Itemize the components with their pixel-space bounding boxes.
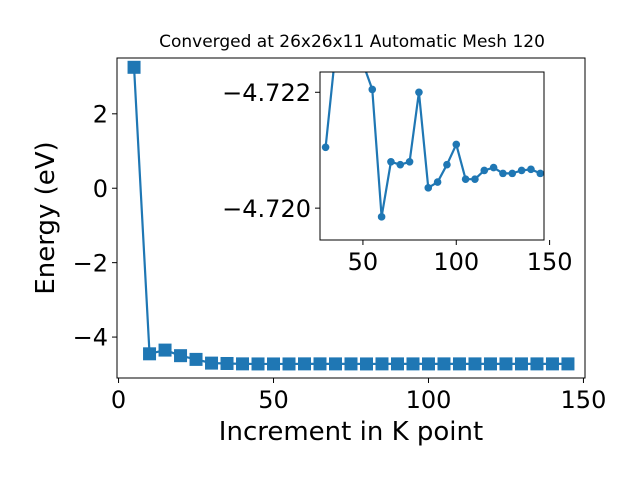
y-tick-label: 2 (93, 100, 108, 128)
y-axis-label: Energy (eV) (31, 141, 61, 294)
x-axis-label: Increment in K point (219, 417, 483, 447)
y-tick-label: −4.722 (222, 79, 311, 107)
x-tick-label: 0 (111, 386, 126, 414)
data-point (433, 178, 442, 186)
main-plot-frame (116, 57, 586, 379)
data-point (443, 160, 451, 169)
data-point (375, 357, 389, 371)
data-point (415, 88, 423, 97)
data-point (189, 352, 203, 366)
inset-background (320, 72, 544, 240)
main-plot: 0 50 100 150 −4 −2 0 2 (73, 57, 606, 414)
main-y-ticks: −4 −2 0 2 (73, 100, 117, 352)
data-point (321, 143, 330, 152)
x-tick-label: 50 (348, 248, 379, 276)
data-point (174, 349, 188, 363)
data-point (282, 357, 296, 371)
data-point (298, 357, 312, 371)
data-point (452, 357, 466, 371)
data-point (424, 184, 433, 192)
y-tick-label: −2 (73, 249, 108, 277)
data-point (561, 357, 575, 371)
inset-plot-frame (319, 71, 545, 241)
data-point (267, 357, 281, 371)
inset-plot: 50 100 150 −4.722 −4.720 (222, 71, 573, 276)
data-point (508, 169, 517, 178)
data-point (545, 357, 559, 371)
data-point (329, 357, 343, 371)
data-point (236, 357, 250, 371)
y-tick-label: −4 (73, 324, 108, 352)
data-point (452, 140, 461, 149)
data-point (220, 356, 234, 370)
y-tick-label: −4.720 (222, 195, 311, 223)
data-point (387, 157, 395, 166)
data-point (437, 357, 451, 371)
data-point (514, 357, 528, 371)
data-point (405, 157, 414, 166)
x-tick-label: 150 (561, 386, 607, 414)
data-point (530, 357, 544, 371)
data-point (527, 165, 535, 174)
data-point (468, 357, 482, 371)
data-point (499, 357, 513, 371)
inset-x-ticks: 50 100 150 (348, 240, 573, 276)
data-point (390, 357, 404, 371)
data-point (377, 213, 386, 221)
main-x-ticks: 0 50 100 150 (111, 378, 606, 414)
data-point (158, 343, 172, 357)
x-tick-label: 100 (406, 386, 452, 414)
x-tick-label: 50 (258, 386, 289, 414)
data-point (517, 166, 526, 175)
data-point (344, 357, 358, 371)
data-point (127, 60, 141, 74)
y-tick-label: 0 (93, 175, 108, 203)
data-point (461, 175, 470, 183)
chart-title: Converged at 26x26x11 Automatic Mesh 120 (159, 32, 545, 52)
data-point (313, 357, 327, 371)
main-series (127, 60, 575, 371)
data-point (483, 357, 497, 371)
data-point (421, 357, 435, 371)
data-point (251, 357, 265, 371)
data-point (536, 169, 544, 178)
data-point (480, 166, 489, 175)
data-point (406, 357, 420, 371)
data-point (143, 347, 157, 361)
inset-series (321, 72, 544, 221)
data-point (499, 169, 507, 178)
data-point (471, 175, 479, 183)
inset-y-ticks: −4.722 −4.720 (222, 79, 320, 223)
x-tick-label: 100 (433, 248, 479, 276)
data-point (368, 85, 377, 94)
x-tick-label: 150 (527, 248, 573, 276)
data-point (359, 357, 373, 371)
data-point (396, 160, 405, 169)
data-point (489, 163, 498, 172)
data-point (205, 356, 219, 370)
